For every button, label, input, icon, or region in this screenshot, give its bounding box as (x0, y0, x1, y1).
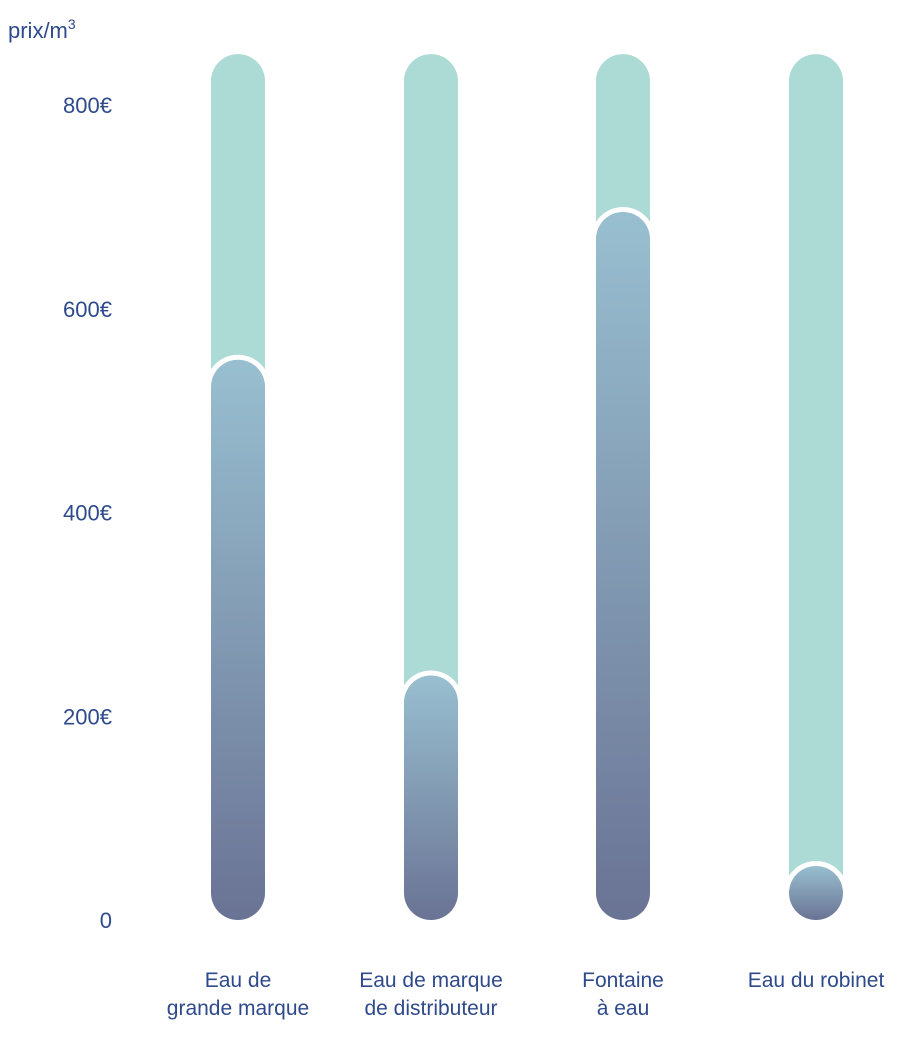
y-tick-label: 800€ (63, 93, 112, 118)
y-tick-label: 400€ (63, 501, 112, 526)
category-label: grande marque (167, 997, 309, 1020)
y-tick-label: 0 (100, 908, 112, 933)
bar-fill (211, 359, 265, 920)
y-tick-label: 200€ (63, 704, 112, 729)
category-label: à eau (597, 997, 650, 1020)
bar (206, 354, 270, 925)
bar (591, 206, 655, 925)
y-axis-ticks: 0 200€ 400€ 600€ 800€ (63, 93, 112, 933)
y-tick-label: 600€ (63, 297, 112, 322)
bar-tracks (211, 54, 843, 920)
bars (206, 206, 848, 925)
bar-fill (596, 211, 650, 920)
category-label: Eau de (205, 969, 272, 992)
category-labels: Eau de grande marque Eau de marque de distr… (167, 969, 885, 1020)
category-label: Eau du robinet (748, 969, 885, 992)
y-axis-label: prix/m3 (8, 16, 76, 43)
y-axis-label-main: prix/m (8, 18, 68, 43)
bar (784, 861, 848, 925)
bar-fill (404, 675, 458, 920)
category-label: Eau de marque (359, 969, 503, 992)
category-label: Fontaine (582, 969, 664, 992)
y-axis-label-sup: 3 (68, 16, 76, 32)
bar-fill (789, 866, 843, 920)
bar (399, 670, 463, 925)
category-label: de distributeur (364, 997, 497, 1020)
